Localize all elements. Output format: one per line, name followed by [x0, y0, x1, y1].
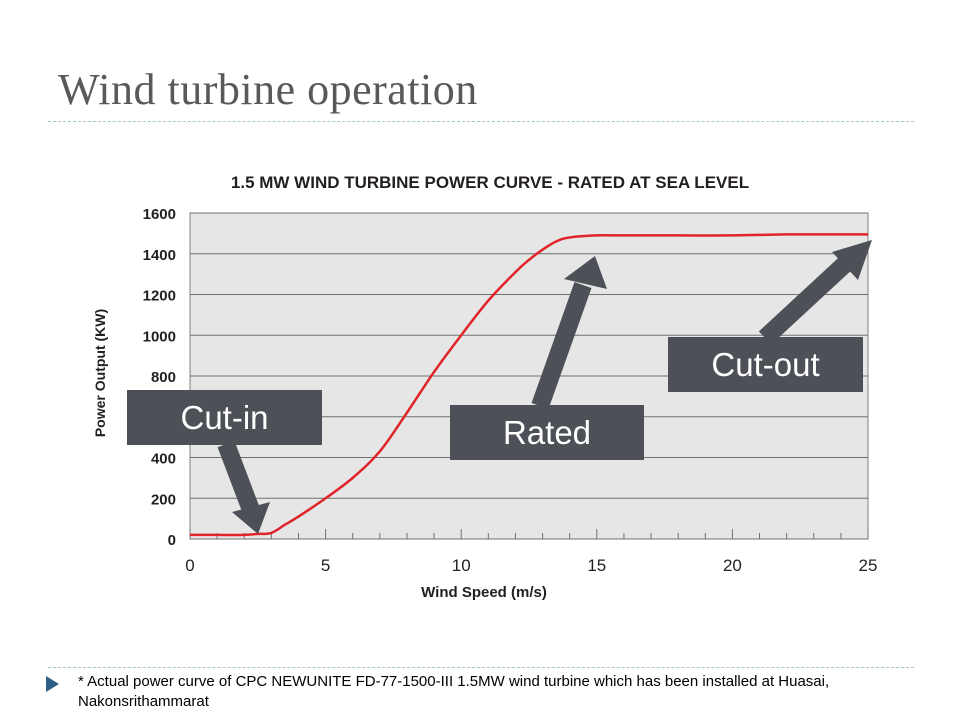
title-divider	[48, 121, 914, 122]
footnote: * Actual power curve of CPC NEWUNITE FD-…	[78, 673, 830, 710]
x-tick-label: 10	[452, 556, 471, 575]
slide-title: Wind turbine operation	[58, 65, 478, 114]
y-tick-label: 1600	[143, 206, 176, 223]
rated-callout: Rated	[450, 405, 644, 460]
y-tick-label: 1000	[143, 328, 176, 345]
rated-arrow	[531, 256, 607, 410]
cut-in-arrow	[217, 440, 270, 534]
bullet-triangle-icon	[46, 676, 59, 692]
cut-in-callout: Cut-in	[127, 390, 322, 445]
y-axis-label: Power Output (KW)	[92, 309, 108, 437]
y-tick-label: 800	[151, 369, 176, 386]
x-tick-label: 15	[587, 556, 606, 575]
y-tick-label: 400	[151, 451, 176, 468]
y-tick-label: 0	[168, 532, 176, 549]
footer-divider	[48, 667, 914, 668]
y-tick-label: 1200	[143, 288, 176, 305]
cut-out-arrow	[758, 240, 872, 345]
cut-out-callout: Cut-out	[668, 337, 863, 392]
y-tick-label: 1400	[143, 247, 176, 264]
x-tick-label: 20	[723, 556, 742, 575]
x-tick-label: 5	[321, 556, 330, 575]
x-axis-label: Wind Speed (m/s)	[421, 584, 547, 601]
chart-title: 1.5 MW WIND TURBINE POWER CURVE - RATED …	[231, 173, 749, 192]
x-tick-label: 25	[859, 556, 878, 575]
x-tick-label: 0	[185, 556, 194, 575]
y-tick-label: 200	[151, 491, 176, 508]
power-curve-line	[189, 233, 868, 537]
